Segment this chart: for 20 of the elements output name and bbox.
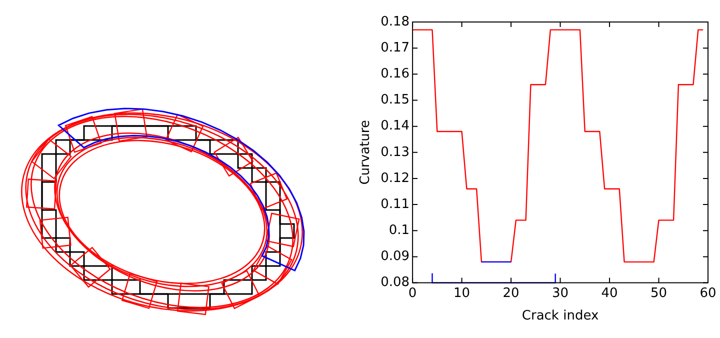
y-tick-label: 0.09 (380, 249, 410, 264)
x-tick-label: 40 (601, 286, 618, 301)
y-tick-label: 0.12 (380, 170, 410, 186)
y-tick-label: 0.18 (380, 14, 410, 30)
y-axis-title: Curvature (358, 120, 374, 185)
y-tick-label: 0.17 (380, 40, 410, 56)
x-tick-label: 0 (408, 286, 417, 301)
y-tick-label: 0.15 (380, 92, 410, 108)
x-tick-label: 60 (700, 286, 716, 301)
y-tick-label: 0.11 (380, 196, 410, 212)
x-tick-label: 20 (502, 286, 520, 301)
y-tick-label: 0.16 (380, 66, 410, 82)
y-tick-label: 0.13 (380, 144, 410, 160)
x-tick-label: 30 (552, 286, 569, 301)
x-tick-label: 10 (454, 286, 470, 301)
y-tick-label: 0.14 (380, 118, 410, 134)
x-tick-label: 50 (650, 286, 668, 301)
y-tick-label: 0.08 (380, 275, 410, 290)
x-axis-title: Crack index (522, 308, 599, 324)
y-tick-label: 0.1 (388, 223, 410, 238)
